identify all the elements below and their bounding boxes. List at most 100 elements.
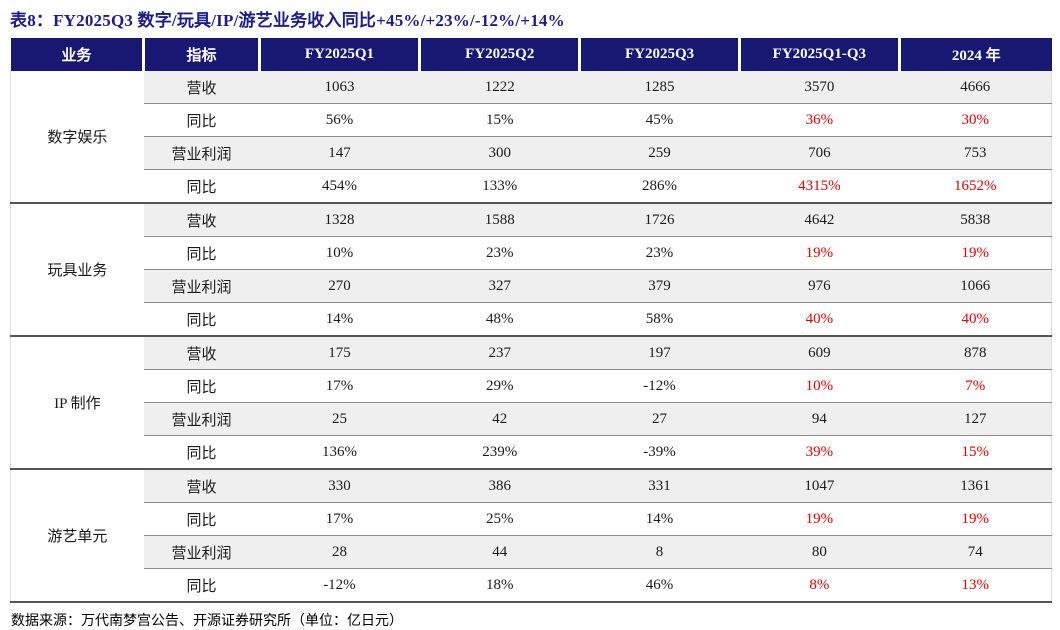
value-cell: 1652% bbox=[899, 169, 1053, 204]
value-cell: 1726 bbox=[579, 203, 740, 237]
column-header: 业务 bbox=[10, 38, 146, 71]
value-cell: 127 bbox=[899, 402, 1053, 436]
value-cell: 386 bbox=[419, 469, 580, 503]
value-cell: 133% bbox=[419, 169, 580, 204]
column-header: 指标 bbox=[143, 38, 261, 71]
table-body: 数字娱乐 营收 1063 1222 1285 3570 4666 同比 56% 15% 45% 36%… bbox=[9, 71, 1053, 603]
metric-cell: 同比 bbox=[143, 236, 260, 270]
table-row: 同比 14% 48% 58% 40% 40% bbox=[11, 302, 1053, 337]
financial-table: 业务 指标 FY2025Q1 FY2025Q2 FY2025Q3 FY2025Q1-Q3 2… bbox=[9, 38, 1053, 603]
value-cell: 4315% bbox=[739, 169, 900, 204]
metric-cell: 同比 bbox=[143, 435, 260, 470]
metric-cell: 同比 bbox=[143, 103, 260, 137]
metric-cell: 营收 bbox=[143, 203, 260, 237]
value-cell: 5838 bbox=[899, 203, 1053, 237]
value-cell: 259 bbox=[579, 136, 740, 170]
metric-cell: 同比 bbox=[143, 169, 260, 204]
value-cell: 300 bbox=[419, 136, 580, 170]
value-cell: 25 bbox=[259, 402, 420, 436]
metric-cell: 同比 bbox=[143, 568, 260, 603]
value-cell: 147 bbox=[259, 136, 420, 170]
table-row: 营业利润 25 42 27 94 127 bbox=[11, 402, 1053, 436]
table-row: 游艺单元 营收 330 386 331 1047 1361 bbox=[9, 469, 1053, 603]
table-row: 数字娱乐 营收 1063 1222 1285 3570 4666 bbox=[9, 71, 1053, 204]
value-cell: 4666 bbox=[899, 71, 1053, 104]
value-cell: 40% bbox=[739, 302, 900, 337]
value-cell: 13% bbox=[899, 568, 1053, 603]
value-cell: 30% bbox=[899, 103, 1053, 137]
value-cell: 1328 bbox=[259, 203, 420, 237]
value-cell: 878 bbox=[899, 336, 1053, 370]
metric-cell: 营业利润 bbox=[143, 402, 260, 436]
value-cell: 454% bbox=[259, 169, 420, 204]
value-cell: -12% bbox=[579, 369, 740, 403]
value-cell: 15% bbox=[419, 103, 580, 137]
value-cell: 1047 bbox=[739, 469, 900, 503]
header-row: 业务 指标 FY2025Q1 FY2025Q2 FY2025Q3 FY2025Q1-Q3 2… bbox=[10, 38, 1052, 71]
value-cell: 18% bbox=[419, 568, 580, 603]
table-row: IP 制作 营收 175 237 197 609 878 bbox=[9, 336, 1053, 470]
value-cell: 197 bbox=[579, 336, 740, 370]
table-header: 业务 指标 FY2025Q1 FY2025Q2 FY2025Q3 FY2025Q1-Q3 2… bbox=[10, 38, 1052, 71]
value-cell: 379 bbox=[579, 269, 740, 303]
value-cell: 8 bbox=[579, 535, 740, 569]
value-cell: 14% bbox=[259, 302, 420, 337]
value-cell: 17% bbox=[259, 502, 420, 536]
value-cell: 74 bbox=[899, 535, 1053, 569]
value-cell: 3570 bbox=[739, 71, 900, 104]
value-cell: 1285 bbox=[579, 71, 740, 104]
metric-cell: 同比 bbox=[143, 302, 260, 337]
value-cell: 27 bbox=[579, 402, 740, 436]
value-cell: 44 bbox=[419, 535, 580, 569]
value-cell: 1361 bbox=[899, 469, 1053, 503]
value-cell: 1063 bbox=[259, 71, 420, 104]
metric-cell: 营业利润 bbox=[143, 535, 260, 569]
value-cell: 45% bbox=[579, 103, 740, 137]
column-header: FY2025Q1 bbox=[259, 38, 422, 71]
value-cell: 15% bbox=[899, 435, 1053, 470]
value-cell: 1588 bbox=[419, 203, 580, 237]
table-row: 同比 10% 23% 23% 19% 19% bbox=[11, 236, 1053, 270]
table-row: 营业利润 147 300 259 706 753 bbox=[11, 136, 1053, 170]
value-cell: 23% bbox=[579, 236, 740, 270]
value-cell: 10% bbox=[259, 236, 420, 270]
value-cell: 19% bbox=[739, 502, 900, 536]
value-cell: 175 bbox=[259, 336, 420, 370]
table-row: 同比 136% 239% -39% 39% 15% bbox=[11, 435, 1053, 470]
table-title: 表8：FY2025Q3 数字/玩具/IP/游艺业务收入同比+45%/+23%/-… bbox=[10, 11, 565, 30]
value-cell: 1222 bbox=[419, 71, 580, 104]
business-name-cell: IP 制作 bbox=[9, 336, 144, 470]
column-header: FY2025Q2 bbox=[419, 38, 582, 71]
business-name-cell: 玩具业务 bbox=[9, 203, 144, 337]
value-cell: 706 bbox=[739, 136, 900, 170]
table-row: 同比 17% 25% 14% 19% 19% bbox=[11, 502, 1053, 536]
value-cell: 286% bbox=[579, 169, 740, 204]
table-row: 同比 56% 15% 45% 36% 30% bbox=[11, 103, 1053, 137]
value-cell: -39% bbox=[579, 435, 740, 470]
value-cell: 23% bbox=[419, 236, 580, 270]
table-row: 同比 17% 29% -12% 10% 7% bbox=[11, 369, 1053, 403]
value-cell: 609 bbox=[739, 336, 900, 370]
value-cell: 42 bbox=[419, 402, 580, 436]
data-source-note: 数据来源：万代南梦宫公告、开源证券研究所（单位：亿日元） bbox=[11, 614, 403, 629]
value-cell: 40% bbox=[899, 302, 1053, 337]
metric-cell: 营收 bbox=[143, 336, 260, 370]
value-cell: 17% bbox=[259, 369, 420, 403]
value-cell: 29% bbox=[419, 369, 580, 403]
value-cell: 28 bbox=[259, 535, 420, 569]
value-cell: 327 bbox=[419, 269, 580, 303]
value-cell: 36% bbox=[739, 103, 900, 137]
value-cell: 270 bbox=[259, 269, 420, 303]
value-cell: 25% bbox=[419, 502, 580, 536]
value-cell: 4642 bbox=[739, 203, 900, 237]
table-row: 同比 -12% 18% 46% 8% 13% bbox=[11, 568, 1053, 603]
value-cell: 976 bbox=[739, 269, 900, 303]
business-name-cell: 游艺单元 bbox=[9, 469, 144, 603]
column-header: FY2025Q3 bbox=[579, 38, 741, 71]
value-cell: 753 bbox=[899, 136, 1053, 170]
metric-cell: 营收 bbox=[143, 71, 260, 104]
business-name-cell: 数字娱乐 bbox=[9, 71, 144, 204]
value-cell: 239% bbox=[419, 435, 580, 470]
metric-cell: 同比 bbox=[143, 502, 260, 536]
